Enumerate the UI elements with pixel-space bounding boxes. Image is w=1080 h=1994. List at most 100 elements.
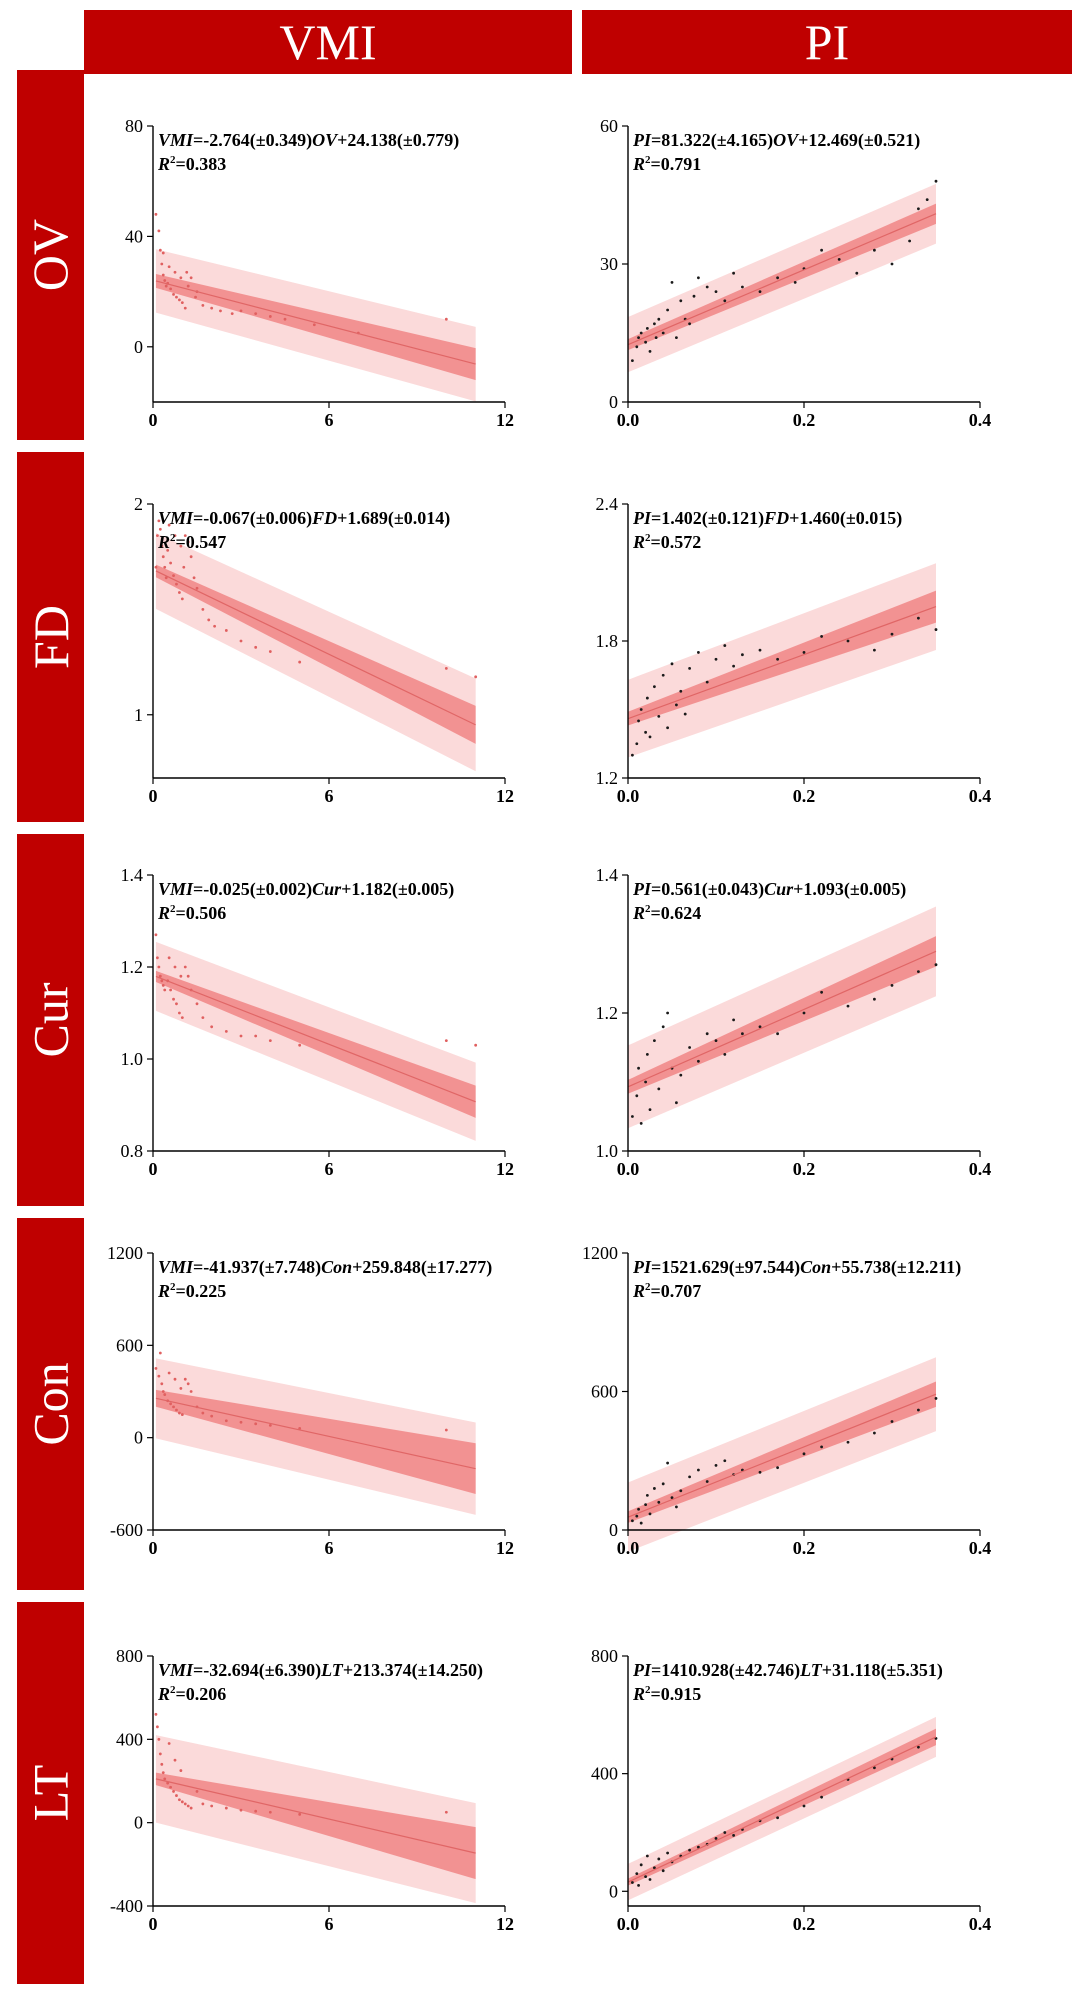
y-tick-label: 30 <box>600 254 618 274</box>
data-point <box>160 979 164 983</box>
regression-line <box>627 1736 937 1883</box>
r-squared-value: =0.506 <box>176 903 227 923</box>
r-squared: R2=0.206 <box>157 1684 226 1704</box>
regression-equation: PI=1410.928(±42.746)LT+31.118(±5.351) <box>632 1660 943 1681</box>
data-point <box>645 696 649 700</box>
data-point <box>254 1034 258 1038</box>
data-point <box>697 1468 700 1472</box>
equation-lhs: VMI <box>158 1257 194 1277</box>
r-squared-symbol: R <box>157 903 170 923</box>
confidence-band <box>628 203 936 351</box>
data-point <box>666 1851 669 1855</box>
y-tick-label: 1.2 <box>121 957 144 977</box>
equation-coefficient: =0.561(±0.043) <box>651 879 764 900</box>
data-point <box>163 279 167 282</box>
data-point <box>157 519 161 523</box>
data-point <box>670 662 674 666</box>
data-point <box>873 648 876 652</box>
x-tick-label: 12 <box>496 410 514 430</box>
data-point <box>154 565 158 569</box>
x-tick-label: 0 <box>149 410 158 430</box>
data-point <box>444 1810 448 1814</box>
data-point <box>186 974 190 978</box>
data-point <box>679 1073 683 1077</box>
data-point <box>161 1390 165 1393</box>
regression-equation: VMI=-2.764(±0.349)OV+24.138(±0.779) <box>158 130 459 151</box>
row-header-cur: Cur <box>17 834 84 1206</box>
data-point <box>175 582 178 586</box>
data-point <box>160 262 164 266</box>
equation-coefficient: =1521.629(±97.544) <box>651 1257 800 1278</box>
data-point <box>444 1039 448 1042</box>
equation-coefficient: =81.322(±4.165) <box>651 130 773 151</box>
data-point <box>154 1367 158 1370</box>
regression-line <box>155 1397 476 1470</box>
data-point <box>207 618 211 622</box>
equation-coefficient: =-2.764(±0.349) <box>193 130 312 151</box>
data-point <box>474 1043 478 1047</box>
data-point <box>741 1032 744 1036</box>
data-point <box>917 1745 920 1749</box>
data-point <box>283 317 287 321</box>
data-point <box>873 1431 876 1435</box>
y-tick-label: 0 <box>134 1813 143 1833</box>
data-point <box>648 1108 652 1111</box>
data-point <box>158 248 162 252</box>
regression-line <box>627 606 937 720</box>
data-point <box>661 1869 665 1873</box>
equation-variable: LT <box>799 1660 823 1680</box>
data-point <box>648 1878 652 1881</box>
equation-coefficient: =-0.067(±0.006) <box>193 508 312 529</box>
equation-variable: LT <box>320 1660 344 1680</box>
data-point <box>661 1482 665 1486</box>
data-point <box>298 1043 302 1047</box>
data-point <box>239 1034 243 1038</box>
equation-intercept: +259.848(±17.277) <box>352 1257 492 1278</box>
equation-lhs: PI <box>632 1660 652 1680</box>
data-point <box>180 1413 184 1416</box>
r-squared: R2=0.383 <box>157 154 226 174</box>
data-point <box>873 997 876 1001</box>
r-squared-symbol: R <box>157 532 170 552</box>
data-point <box>741 653 744 657</box>
data-point <box>154 933 158 937</box>
y-tick-label: 1200 <box>107 1243 143 1263</box>
x-tick-label: 0.4 <box>969 786 992 806</box>
data-point <box>167 523 171 527</box>
data-point <box>908 239 911 243</box>
r-squared-value: =0.791 <box>651 154 702 174</box>
data-point <box>195 586 199 590</box>
equation-variable: FD <box>763 508 789 528</box>
r-squared-value: =0.915 <box>651 1684 702 1704</box>
data-point <box>175 1408 178 1412</box>
confidence-band <box>155 274 476 381</box>
data-point <box>873 248 876 252</box>
y-tick-label: 600 <box>591 1382 618 1402</box>
confidence-band <box>155 970 476 1118</box>
regression-line <box>155 570 476 726</box>
data-point <box>666 726 669 730</box>
data-point <box>637 719 640 723</box>
data-point <box>167 956 171 960</box>
data-point <box>156 1725 159 1729</box>
data-point <box>635 1872 639 1876</box>
data-point <box>688 1046 691 1049</box>
data-point <box>934 963 938 967</box>
x-tick-label: 0.2 <box>793 1914 816 1934</box>
data-point <box>169 561 173 565</box>
panel-vmi-fd: 0 6 1212VMI=-0.067(±0.006)FD+1.689(±0.014)… <box>134 494 514 806</box>
confidence-band <box>628 1381 936 1523</box>
data-point <box>645 1053 649 1056</box>
data-point <box>239 1420 243 1424</box>
data-point <box>180 1800 184 1804</box>
data-point <box>201 304 205 307</box>
data-point <box>697 651 700 654</box>
data-point <box>692 294 696 298</box>
data-point <box>254 312 258 316</box>
r-squared: R2=0.707 <box>632 1281 701 1301</box>
data-point <box>714 290 718 293</box>
r-squared-value: =0.383 <box>176 154 227 174</box>
r-squared: R2=0.791 <box>632 154 701 174</box>
equation-coefficient: =1410.928(±42.746) <box>651 1660 800 1681</box>
data-point <box>917 207 920 211</box>
